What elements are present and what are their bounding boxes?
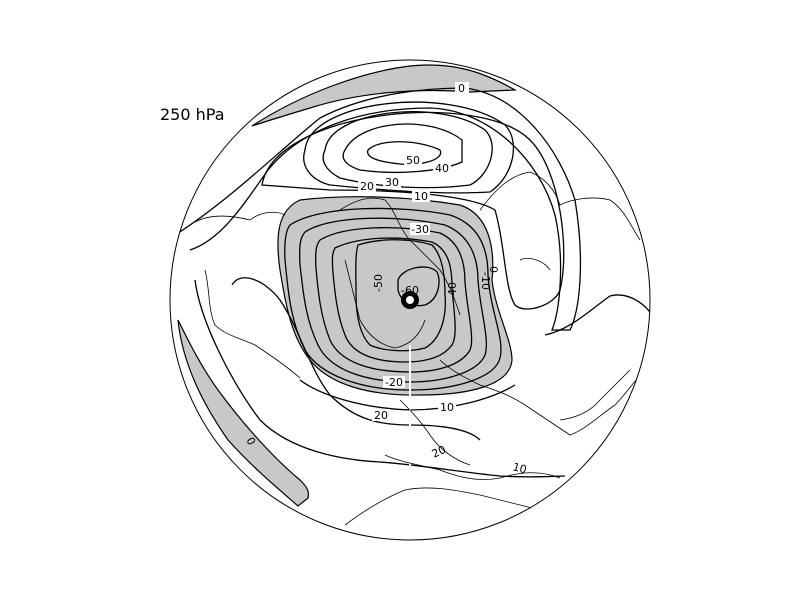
pressure-level-title: 250 hPa bbox=[160, 105, 225, 124]
label-minus20: -20 bbox=[385, 376, 403, 389]
contour-10-lower bbox=[194, 279, 566, 478]
shaded-trough bbox=[277, 196, 513, 396]
label-thirty: 30 bbox=[385, 176, 399, 189]
contour-0 bbox=[174, 87, 582, 331]
label-twenty-lower: 20 bbox=[430, 443, 448, 461]
map-boundary bbox=[169, 59, 651, 541]
label-minus10: -10 bbox=[479, 272, 492, 290]
label-minus60: -60 bbox=[401, 284, 419, 297]
label-minus30: -30 bbox=[411, 223, 429, 236]
contour-minus20 bbox=[299, 217, 488, 383]
contour-minus30 bbox=[314, 227, 473, 373]
label-ten-top: 10 bbox=[414, 190, 428, 203]
label-forty: 40 bbox=[435, 162, 449, 175]
label-ten-lower: 10 bbox=[511, 460, 528, 476]
contour-20-top bbox=[303, 101, 515, 194]
label-zero-right: 0 bbox=[487, 266, 500, 273]
contour-20-lower bbox=[231, 277, 481, 441]
label-fifty: 50 bbox=[406, 154, 420, 167]
label-zero-top: 0 bbox=[458, 82, 465, 95]
contour-0-right bbox=[544, 294, 650, 336]
label-minus50: -50 bbox=[372, 274, 385, 292]
label-twenty-bottom: 20 bbox=[374, 409, 388, 422]
label-twenty-top: 20 bbox=[360, 180, 374, 193]
shaded-band-left bbox=[177, 319, 310, 507]
contour-minus50 bbox=[355, 239, 446, 352]
contour-minus40 bbox=[331, 237, 456, 363]
contour-30 bbox=[322, 111, 493, 189]
coastlines bbox=[194, 171, 646, 526]
label-minus40: -40 bbox=[446, 282, 459, 300]
label-ten-bottom: 10 bbox=[440, 401, 454, 414]
shaded-band-top bbox=[251, 64, 518, 127]
contour-50 bbox=[367, 141, 442, 166]
contour-minus10 bbox=[284, 207, 502, 391]
